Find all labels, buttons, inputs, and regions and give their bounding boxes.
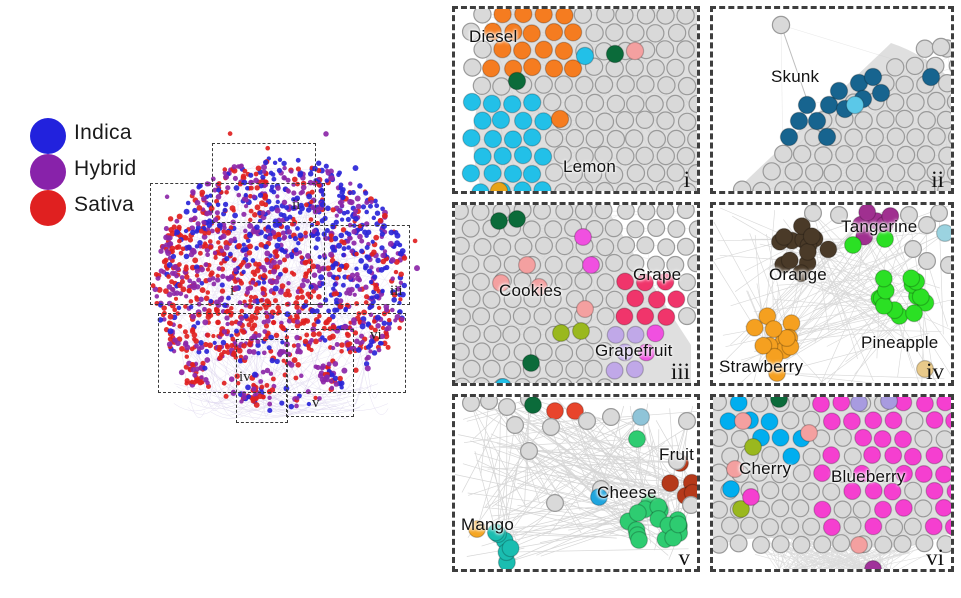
region-label-ii: ii xyxy=(292,197,301,213)
cluster-label-fruit: Fruit xyxy=(659,445,694,464)
panel-iv-graph xyxy=(713,205,951,383)
panel-ii-graph xyxy=(732,15,951,191)
cluster-label-lemon: Lemon xyxy=(563,157,616,176)
legend: Indica Hybrid Sativa xyxy=(18,118,168,226)
legend-item-hybrid: Hybrid xyxy=(18,154,168,190)
cluster-label-mango: Mango xyxy=(461,515,514,534)
zoom-panel-v: Mango Cheese Fruit v xyxy=(452,394,700,572)
legend-label-hybrid: Hybrid xyxy=(74,157,137,180)
panel-i-graph xyxy=(461,9,697,191)
cluster-label-cherry: Cherry xyxy=(739,459,792,478)
region-box-iv xyxy=(236,339,288,423)
panel-vi-graph xyxy=(713,397,951,569)
cluster-label-blueberry: Blueberry xyxy=(831,467,906,486)
zoom-panel-grid: Diesel Lemon i Skunk ii Cookies Grape Gr… xyxy=(452,6,954,572)
cluster-label-cookies: Cookies xyxy=(499,281,562,300)
legend-swatch-hybrid xyxy=(30,154,66,190)
region-box-ii xyxy=(212,143,316,223)
panel-iii-graph xyxy=(455,205,697,383)
panel-label-i: i xyxy=(683,167,690,192)
legend-swatch-sativa xyxy=(30,190,66,226)
legend-item-indica: Indica xyxy=(18,118,168,154)
panel-label-ii: ii xyxy=(931,167,944,192)
panel-label-iv: iv xyxy=(926,359,944,384)
legend-label-indica: Indica xyxy=(74,121,132,144)
region-label-vi: vi xyxy=(370,327,382,343)
zoom-panel-iii: Cookies Grape Grapefruit iii xyxy=(452,202,700,386)
legend-swatch-indica xyxy=(30,118,66,154)
region-box-iii xyxy=(310,225,410,305)
region-label-iv: iv xyxy=(239,369,251,385)
cluster-label-tangerine: Tangerine xyxy=(841,217,918,236)
zoom-panel-iv: Orange Tangerine Pineapple Strawberry iv xyxy=(710,202,954,386)
zoom-panel-ii: Skunk ii xyxy=(710,6,954,194)
panel-v-graph xyxy=(455,397,697,569)
network-overview: i ii iii iv v vi xyxy=(140,105,440,445)
region-box-vi xyxy=(158,313,406,393)
legend-item-sativa: Sativa xyxy=(18,190,168,226)
overview-graph xyxy=(150,131,420,420)
region-label-i: i xyxy=(230,283,235,299)
panel-label-vi: vi xyxy=(926,545,944,570)
cluster-label-cheese: Cheese xyxy=(597,483,657,502)
cluster-label-grapefruit: Grapefruit xyxy=(595,341,673,360)
cluster-label-strawberry: Strawberry xyxy=(719,357,804,376)
zoom-panel-vi: Cherry Blueberry vi xyxy=(710,394,954,572)
cluster-label-skunk: Skunk xyxy=(771,67,820,86)
region-box-v xyxy=(286,329,354,417)
region-label-v: v xyxy=(312,395,320,411)
region-box-i xyxy=(150,183,325,305)
legend-label-sativa: Sativa xyxy=(74,193,135,216)
cluster-label-orange: Orange xyxy=(769,265,827,284)
panel-label-iii: iii xyxy=(670,359,690,384)
cluster-label-diesel: Diesel xyxy=(469,27,518,46)
cluster-label-grape: Grape xyxy=(633,265,682,284)
region-label-iii: iii xyxy=(390,283,403,299)
panel-label-v: v xyxy=(678,545,691,570)
cluster-label-pineapple: Pineapple xyxy=(861,333,939,352)
zoom-panel-i: Diesel Lemon i xyxy=(452,6,700,194)
